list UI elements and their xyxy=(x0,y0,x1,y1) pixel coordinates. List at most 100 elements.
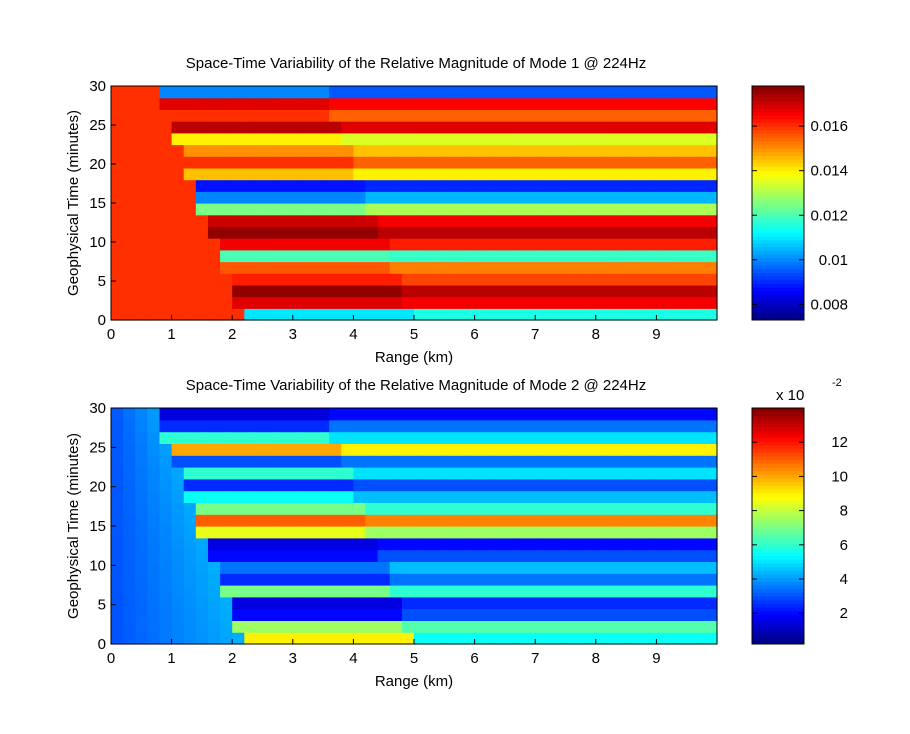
heatmap-cell xyxy=(680,419,694,433)
heatmap-cell xyxy=(498,179,512,192)
heatmap-cell xyxy=(523,608,536,621)
heatmap-cell xyxy=(474,478,488,492)
heatmap-cell xyxy=(559,620,573,633)
heatmap-cell xyxy=(474,526,488,539)
heatmap-cell xyxy=(317,443,330,456)
heatmap-cell xyxy=(620,549,633,562)
heatmap-plot-area xyxy=(111,86,718,321)
heatmap-cell xyxy=(292,608,306,621)
heatmap-cell xyxy=(377,273,391,286)
heatmap-cell xyxy=(462,419,476,433)
heatmap-cell xyxy=(668,608,682,621)
heatmap-cell xyxy=(438,132,451,146)
heatmap-cell xyxy=(547,632,561,645)
heatmap-cell xyxy=(207,203,221,216)
heatmap-cell xyxy=(462,238,476,251)
heatmap-cell xyxy=(644,408,657,421)
heatmap-cell xyxy=(207,443,221,456)
x-tick-label: 2 xyxy=(228,650,236,667)
colorbar-segment xyxy=(752,588,804,593)
heatmap-cell xyxy=(207,419,221,433)
heatmap-cell xyxy=(341,419,354,433)
heatmap-cell xyxy=(692,537,706,551)
heatmap-cell xyxy=(668,144,682,157)
heatmap-cell xyxy=(317,226,330,239)
colorbar-segment xyxy=(752,104,804,109)
heatmap-cell xyxy=(329,620,342,633)
heatmap-cell xyxy=(426,226,439,239)
heatmap-cell xyxy=(535,455,548,468)
heatmap-cell xyxy=(620,109,633,122)
heatmap-cell xyxy=(426,443,439,456)
heatmap-cell xyxy=(571,308,585,321)
heatmap-cell xyxy=(292,214,306,227)
heatmap-cell xyxy=(147,561,161,574)
heatmap-cell xyxy=(450,632,464,645)
heatmap-cell xyxy=(317,490,330,503)
heatmap-cell xyxy=(680,478,694,492)
y-tick-label: 0 xyxy=(98,312,106,329)
heatmap-cell xyxy=(535,214,548,227)
heatmap-cell xyxy=(632,296,645,309)
heatmap-cell xyxy=(656,514,670,527)
heatmap-cell xyxy=(498,273,512,286)
heatmap-cell xyxy=(656,620,670,633)
heatmap-cell xyxy=(498,514,512,527)
heatmap-cell xyxy=(401,191,415,204)
colorbar-segment xyxy=(752,433,804,438)
heatmap-cell xyxy=(365,632,379,645)
heatmap-cell xyxy=(389,284,403,298)
heatmap-cell xyxy=(510,490,524,503)
heatmap-cell xyxy=(123,455,136,468)
heatmap-cell xyxy=(147,308,161,321)
heatmap-cell xyxy=(220,431,233,444)
heatmap-cell xyxy=(414,296,427,309)
heatmap-cell xyxy=(389,97,403,110)
heatmap-cell xyxy=(304,109,318,122)
heatmap-cell xyxy=(365,443,379,456)
heatmap-cell xyxy=(268,249,282,263)
heatmap-cell xyxy=(183,156,197,169)
heatmap-cell xyxy=(220,144,233,157)
heatmap-cell xyxy=(474,537,488,551)
heatmap-cell xyxy=(377,179,391,192)
heatmap-cell xyxy=(159,585,173,598)
heatmap-cell xyxy=(547,596,561,610)
heatmap-cell xyxy=(426,502,439,515)
heatmap-cell xyxy=(644,191,657,204)
heatmap-cell xyxy=(207,179,221,192)
heatmap-cell xyxy=(462,596,476,610)
colorbar-segment xyxy=(752,243,804,248)
heatmap-cell xyxy=(692,632,706,645)
heatmap-cell xyxy=(656,121,670,134)
heatmap-cell xyxy=(365,284,379,298)
heatmap-cell xyxy=(317,308,330,321)
heatmap-cell xyxy=(244,97,258,110)
heatmap-cell xyxy=(535,249,548,263)
heatmap-cell xyxy=(632,156,645,169)
heatmap-cell xyxy=(426,296,439,309)
heatmap-cell xyxy=(365,214,379,227)
heatmap-cell xyxy=(292,203,306,216)
heatmap-cell xyxy=(668,132,682,146)
heatmap-cell xyxy=(317,296,330,309)
heatmap-cell xyxy=(668,537,682,551)
heatmap-cell xyxy=(632,490,645,503)
heatmap-cell xyxy=(704,573,718,586)
heatmap-cell xyxy=(547,109,561,122)
heatmap-cell xyxy=(656,97,670,110)
heatmap-cell xyxy=(304,596,318,610)
heatmap-cell xyxy=(329,203,342,216)
colorbar-exponent-label: x 10 xyxy=(776,387,804,404)
heatmap-cell xyxy=(123,431,136,444)
heatmap-cell xyxy=(704,97,718,110)
heatmap-cell xyxy=(510,284,524,298)
heatmap-cell xyxy=(486,261,500,274)
heatmap-cell xyxy=(426,596,439,610)
heatmap-cell xyxy=(692,478,706,492)
heatmap-cell xyxy=(329,249,342,263)
heatmap-cell xyxy=(438,261,451,274)
heatmap-cell xyxy=(704,203,718,216)
heatmap-cell xyxy=(268,549,282,562)
heatmap-cell xyxy=(644,121,657,134)
